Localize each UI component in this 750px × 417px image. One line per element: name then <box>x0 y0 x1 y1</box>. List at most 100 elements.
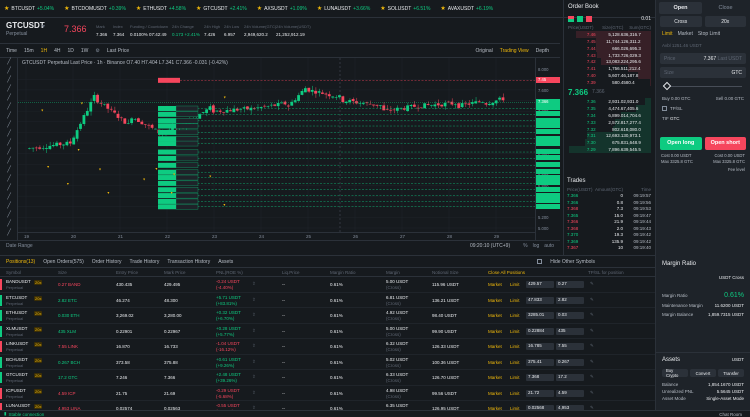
close-market-button[interactable]: Market <box>488 297 502 303</box>
price-axis[interactable]: 8.0007.8007.6007.4007.2007.0006.8006.600… <box>535 58 560 240</box>
pattern-icon[interactable]: ╱ <box>7 104 11 110</box>
symbol-name[interactable]: GTCUSDT <box>6 21 45 30</box>
leverage-button[interactable]: 20x <box>704 16 746 27</box>
order-line-label[interactable] <box>158 118 199 124</box>
close-limit-button[interactable]: Limit <box>510 297 520 303</box>
view-original[interactable]: Original <box>475 47 493 54</box>
close-limit-button[interactable]: Limit <box>510 375 520 380</box>
share-icon[interactable]: ⇪ <box>252 358 256 364</box>
share-icon[interactable]: ⇪ <box>252 327 256 333</box>
margin-mode-select[interactable]: USDT Cross <box>718 275 744 280</box>
orderbook-row[interactable]: 7.45 11,744.1 26,311.2 <box>568 37 651 45</box>
positions-tab[interactable]: Open Orders(575) <box>43 258 84 265</box>
order-line-label[interactable] <box>158 149 199 155</box>
order-line-label[interactable] <box>158 129 199 136</box>
close-limit-button[interactable]: Limit <box>510 313 520 318</box>
size-input[interactable]: Size GTC <box>660 67 746 78</box>
orderbook-row[interactable]: 7.32 802.6 18,080.0 <box>568 125 651 133</box>
positions-tab[interactable]: Positions(13) <box>6 258 36 265</box>
order-line-label[interactable] <box>158 155 199 162</box>
chevron-down-icon[interactable]: ▾ <box>42 24 46 30</box>
close-price-input[interactable]: 47.833 <box>526 296 554 304</box>
close-qty-input[interactable]: 435 <box>556 327 584 335</box>
hide-symbols-checkbox[interactable] <box>537 259 543 264</box>
tif-select[interactable]: GTC <box>670 116 680 121</box>
tab-close[interactable]: Close <box>718 5 733 11</box>
close-price-input[interactable]: 0.02568 <box>526 405 554 412</box>
order-line-label[interactable] <box>158 198 199 205</box>
star-icon[interactable]: ╱ <box>7 167 11 173</box>
orderbook-row[interactable]: 7.34 6,899.0 14,704.6 <box>568 111 651 119</box>
indicators-icon[interactable]: ⚙ <box>95 47 100 54</box>
close-market-button[interactable]: Market <box>488 375 502 380</box>
close-qty-input[interactable]: 4,953 <box>556 405 584 412</box>
edit-tpsl-icon[interactable]: ✎ <box>590 327 594 333</box>
orderbook-asks-icon[interactable] <box>586 16 592 22</box>
close-qty-input[interactable]: 17.2 <box>556 374 584 381</box>
close-market-button[interactable]: Market <box>488 344 502 349</box>
close-price-input[interactable]: 3285.01 <box>526 312 554 319</box>
close-limit-button[interactable]: Limit <box>510 390 520 396</box>
edit-tpsl-icon[interactable]: ✎ <box>590 312 594 317</box>
order-line-label[interactable] <box>158 192 199 199</box>
close-qty-input[interactable]: 7.55 <box>556 343 584 350</box>
order-line-label[interactable] <box>158 140 199 147</box>
sell-limit-label[interactable] <box>158 77 180 83</box>
price-chart[interactable]: ▾ ▾ ▾ ▾ ▾ ▾ ▾ ▾ ▾ ▾ ▾ ▾ ▾ ▾ <box>18 58 535 232</box>
cursor-icon[interactable]: ╱ <box>7 185 11 191</box>
orderbook-step[interactable]: 0.01 <box>641 16 651 22</box>
order-line-label[interactable] <box>158 204 199 210</box>
fib-icon[interactable]: ╱ <box>7 77 11 83</box>
asset-mode-select[interactable]: Single-Asset Mode <box>706 396 744 401</box>
close-qty-input[interactable]: 0.267 <box>556 358 584 366</box>
orderbook-row[interactable]: 7.46 5,128.6 36,316.7 <box>568 30 651 38</box>
order-line-label[interactable] <box>158 169 199 175</box>
star-icon[interactable]: ★ <box>380 6 386 12</box>
interval-1D[interactable]: 1D <box>67 47 74 54</box>
close-qty-input[interactable]: 0.27 <box>556 281 584 288</box>
arrow-icon[interactable]: ╱ <box>7 212 11 218</box>
positions-tab[interactable]: Transaction History <box>167 258 211 265</box>
interval-1H[interactable]: 1H <box>40 47 48 54</box>
chat-room-button[interactable]: Chat Room <box>719 411 742 417</box>
order-line-label[interactable] <box>158 123 199 129</box>
position-symbol[interactable]: BANDUSDT <box>6 279 31 284</box>
order-type-limit[interactable]: Limit <box>662 31 673 37</box>
view-depth[interactable]: Depth <box>535 47 549 54</box>
orderbook-row[interactable]: 7.42 13,083.2 24,295.6 <box>568 58 651 66</box>
orderbook-row[interactable]: 7.39 580.4 580.4 <box>568 79 651 87</box>
price-input[interactable]: Price 7.367 Last USDT <box>660 53 746 64</box>
close-price-input[interactable]: 7.368 <box>526 374 554 381</box>
ticker-item[interactable]: ★ BTCDOMUSDT +0.39% <box>64 5 126 13</box>
star-icon[interactable]: ★ <box>440 6 446 12</box>
position-symbol[interactable]: LUNAUSDT <box>6 403 31 408</box>
share-icon[interactable]: ⇪ <box>252 312 256 317</box>
text-icon[interactable]: ╱ <box>7 95 11 101</box>
close-market-button[interactable]: Market <box>488 328 502 334</box>
share-icon[interactable]: ⇪ <box>252 281 256 286</box>
open-long-button[interactable]: Open long <box>660 137 702 150</box>
orderbook-row[interactable]: 7.40 5,607.4 6,187.8 <box>568 72 651 80</box>
ticker-item[interactable]: ★ GTCUSDT +2.41% <box>196 5 247 13</box>
share-icon[interactable]: ⇪ <box>252 296 256 302</box>
order-type-stop-limit[interactable]: Stop Limit <box>697 31 721 37</box>
assets-unit[interactable]: USDT <box>731 357 744 362</box>
view-trading-view[interactable]: Trading View <box>499 47 529 54</box>
orderbook-row[interactable]: 7.33 2,572.8 17,277.4 <box>568 118 651 126</box>
close-qty-input[interactable]: 4.59 <box>556 389 584 397</box>
tpsl-checkbox[interactable] <box>662 106 667 111</box>
delete-icon[interactable]: ╱ <box>7 221 11 227</box>
orderbook-row[interactable]: 7.41 1,756.5 11,212.4 <box>568 65 651 73</box>
orderbook-row[interactable]: 7.31 12,693.1 30,973.1 <box>568 132 651 140</box>
edit-tpsl-icon[interactable]: ✎ <box>590 343 594 348</box>
size-slider[interactable] <box>662 81 742 91</box>
eye-icon[interactable]: ╱ <box>7 149 11 155</box>
interval-1W[interactable]: 1W <box>80 47 89 54</box>
interval-Time[interactable]: Time <box>6 47 17 54</box>
order-line-label[interactable] <box>158 111 199 117</box>
star-icon[interactable]: ★ <box>196 6 202 12</box>
measure-icon[interactable]: ╱ <box>7 113 11 119</box>
orderbook-row[interactable]: 7.44 666.0 26,695.3 <box>568 44 651 52</box>
lock-icon[interactable]: ╱ <box>7 140 11 146</box>
orderbook-both-icon[interactable] <box>568 16 574 22</box>
